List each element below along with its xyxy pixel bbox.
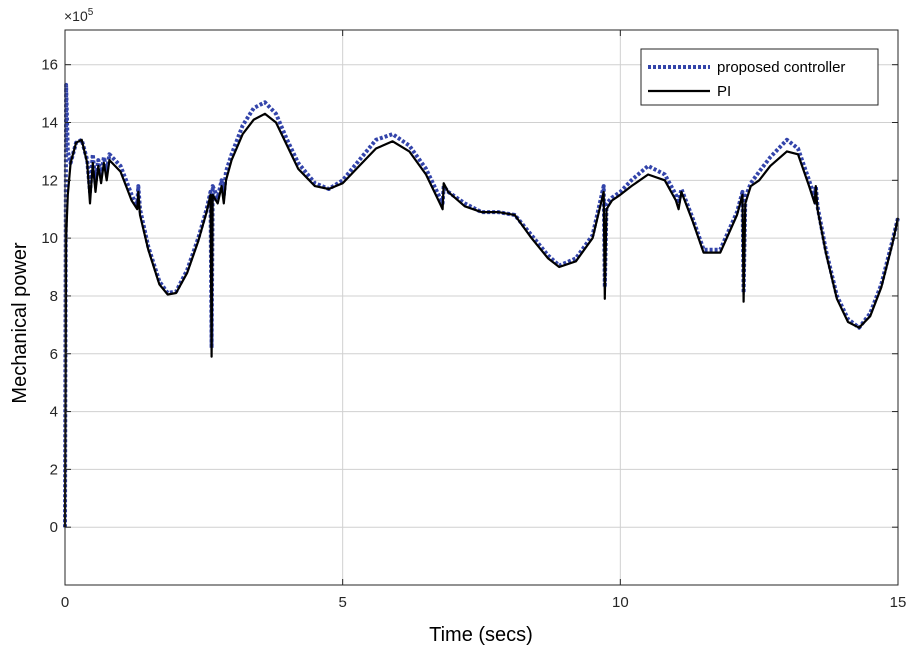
- x-tick-label: 0: [61, 594, 69, 611]
- plot-area: [65, 30, 898, 585]
- axes-frame: [64, 29, 899, 586]
- y-tick-label: 8: [50, 288, 58, 305]
- y-tick-label: 0: [50, 519, 58, 536]
- y-tick-label: 12: [41, 172, 58, 189]
- series-layer: [63, 82, 900, 528]
- y-tick-label: 4: [50, 404, 58, 421]
- legend: proposed controller PI: [640, 48, 879, 106]
- y-tick-label: 6: [50, 346, 58, 363]
- legend-box: [640, 48, 879, 106]
- tick-labels: 0 5 10 15 0 2 4 6 8 10 12 14 16: [41, 57, 906, 611]
- y-tick-label: 10: [41, 230, 58, 247]
- legend-proposed-label: proposed controller: [717, 59, 845, 76]
- x-tick-label: 10: [612, 594, 629, 611]
- x-axis-label: Time (secs): [429, 624, 533, 646]
- x-tick-label: 5: [338, 594, 346, 611]
- x-tick-label: 15: [890, 594, 907, 611]
- y-tick-label: 14: [41, 115, 58, 132]
- series-proposed-controller-line: [63, 82, 900, 528]
- legend-pi-label: PI: [717, 83, 731, 100]
- y-multiplier: ×105: [64, 7, 94, 24]
- y-tick-label: 2: [50, 461, 58, 478]
- series-pi-line: [63, 112, 900, 528]
- y-tick-label: 16: [41, 57, 58, 74]
- ticks: [64, 30, 899, 585]
- y-axis-label: Mechanical power: [9, 242, 31, 404]
